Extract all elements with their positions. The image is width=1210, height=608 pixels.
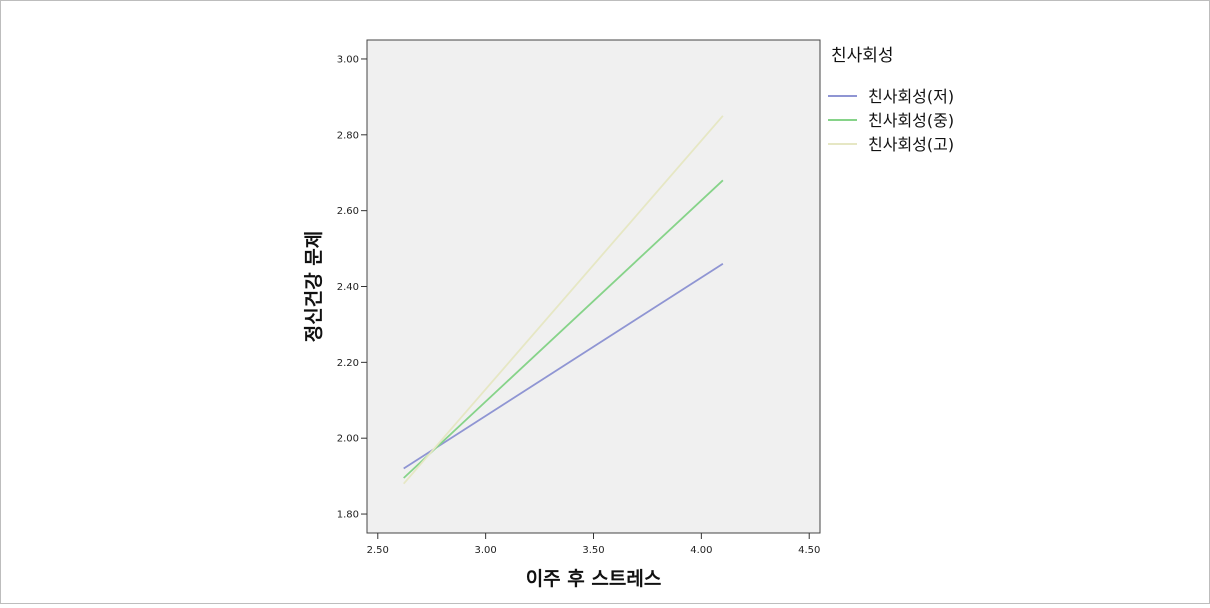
- y-tick-label: 1.80: [337, 510, 359, 521]
- x-tick-label: 2.50: [367, 545, 389, 556]
- series-lines: [403, 115, 724, 485]
- y-tick-label: 3.00: [337, 54, 359, 65]
- y-axis: 1.80 2.00 2.20 2.40 2.60 2.80 3.00: [337, 54, 367, 521]
- legend-title: 친사회성: [831, 46, 894, 66]
- plot-area: [366, 39, 821, 534]
- legend-label-2: 친사회성(중): [868, 111, 954, 130]
- y-tick-label: 2.20: [337, 358, 359, 369]
- x-axis-title: 이주 후 스트레스: [526, 568, 662, 590]
- y-tick-label: 2.80: [337, 130, 359, 141]
- series-line-1: [403, 262, 724, 470]
- series-line-3: [403, 115, 724, 485]
- legend-items: 친사회성(저) 친사회성(중) 친사회성(고): [828, 87, 954, 154]
- x-axis: 2.50 3.00 3.50 4.00 4.50: [367, 533, 820, 556]
- y-tick-label: 2.60: [337, 206, 359, 217]
- legend-label-1: 친사회성(저): [868, 87, 954, 106]
- x-tick-label: 4.00: [690, 545, 712, 556]
- series-line-2: [403, 179, 724, 479]
- legend-label-3: 친사회성(고): [868, 135, 954, 154]
- y-tick-label: 2.00: [337, 434, 359, 445]
- y-tick-label: 2.40: [337, 282, 359, 293]
- x-tick-label: 4.50: [798, 545, 820, 556]
- x-tick-label: 3.50: [582, 545, 604, 556]
- y-axis-title: 정신건강 문제: [303, 231, 325, 343]
- legend: 친사회성 친사회성(저) 친사회성(중) 친사회성(고): [828, 46, 954, 154]
- x-tick-label: 3.00: [475, 545, 497, 556]
